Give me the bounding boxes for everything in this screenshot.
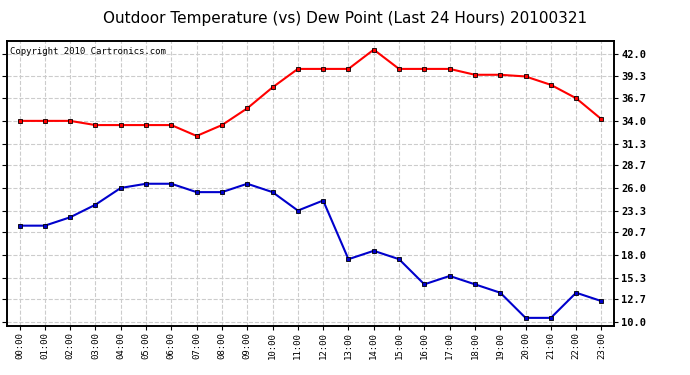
Text: Copyright 2010 Cartronics.com: Copyright 2010 Cartronics.com xyxy=(10,47,166,56)
Text: Outdoor Temperature (vs) Dew Point (Last 24 Hours) 20100321: Outdoor Temperature (vs) Dew Point (Last… xyxy=(103,11,587,26)
